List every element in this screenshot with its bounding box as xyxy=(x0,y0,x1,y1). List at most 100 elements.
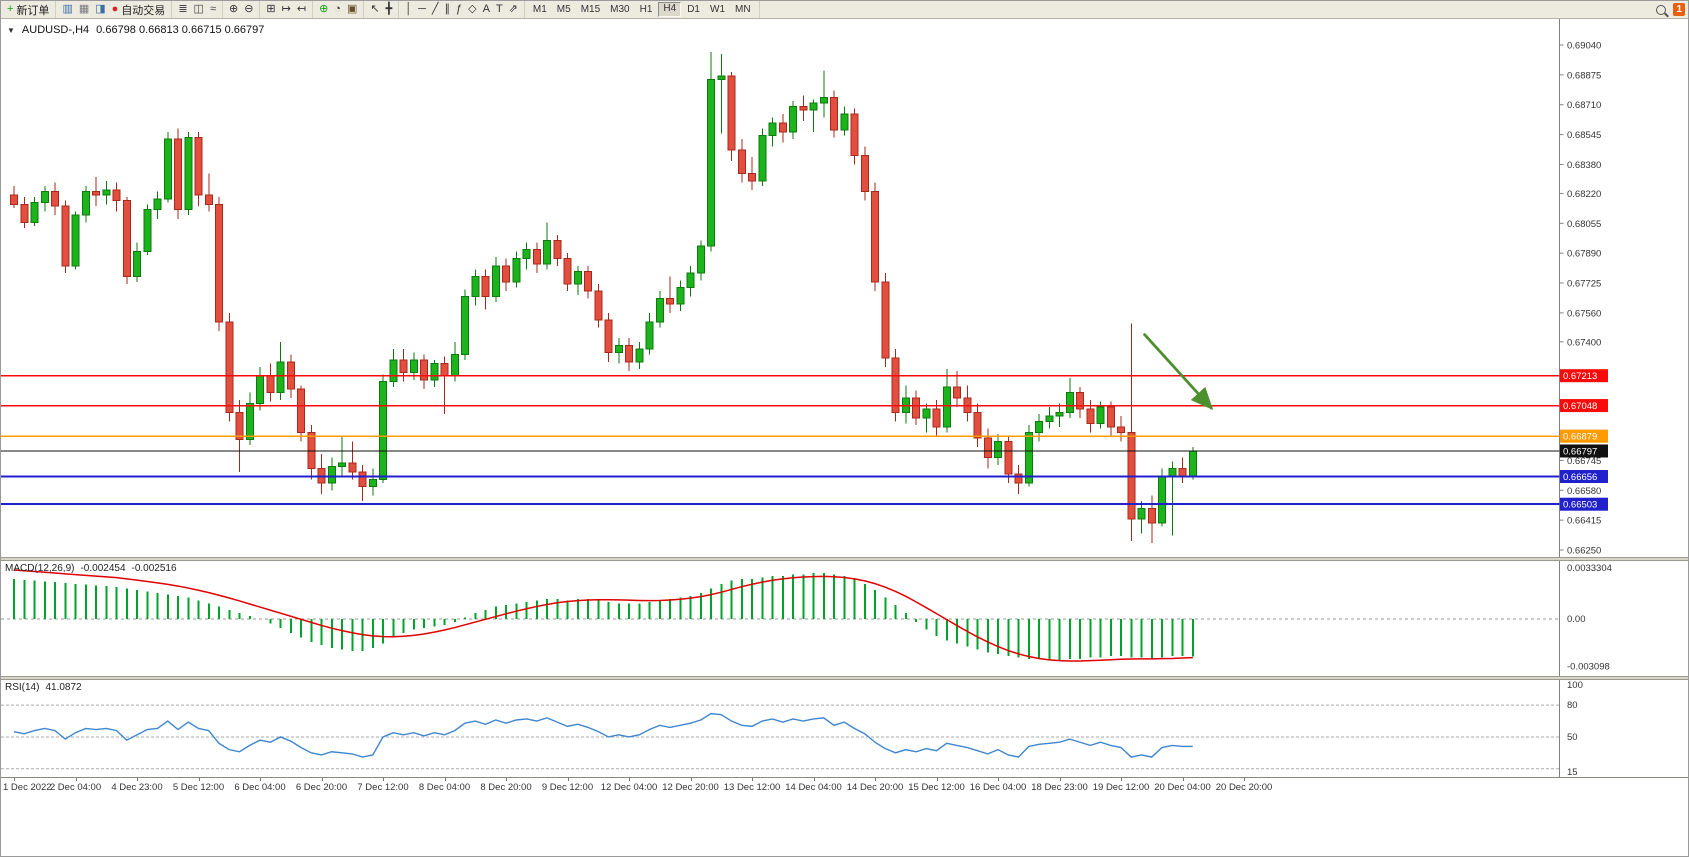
rsi-chart[interactable]: 100 80 50 15 xyxy=(1,680,1689,777)
auto-trading-icon: ● xyxy=(111,3,119,15)
timeframe-mn[interactable]: MN xyxy=(735,4,751,15)
new-order-button[interactable]: + 新订单 xyxy=(4,2,52,17)
svg-text:0.0033304: 0.0033304 xyxy=(1567,563,1612,574)
trendline-button[interactable]: ╱ xyxy=(429,2,442,17)
auto-trading-button[interactable]: ● 自动交易 xyxy=(109,2,169,17)
toolbar-group: │ ─ ╱ ∥ ƒ ◇ A T ⇗ xyxy=(399,1,525,18)
timeframe-m15[interactable]: M15 xyxy=(580,4,601,15)
arrows-button[interactable]: ⇗ xyxy=(506,2,521,17)
time-label: 19 Dec 12:00 xyxy=(1092,782,1150,793)
market-watch-icon: ◨ xyxy=(95,3,106,15)
timeframe-h4[interactable]: H4 xyxy=(658,2,682,17)
time-tick xyxy=(1059,778,1061,781)
text-button[interactable]: A xyxy=(480,2,493,17)
chart-shift-icon: ↤ xyxy=(296,3,307,15)
auto-scroll-button[interactable]: ↦ xyxy=(279,2,294,17)
time-tick xyxy=(936,778,938,781)
pane-divider[interactable] xyxy=(1,557,1688,561)
time-tick xyxy=(1244,778,1245,781)
periods-button[interactable]: ◔ xyxy=(331,2,344,17)
svg-text:0.68220: 0.68220 xyxy=(1567,189,1601,200)
time-tick xyxy=(813,778,815,781)
zoom-in-button[interactable]: ⊕ xyxy=(226,2,241,17)
fibonacci-button[interactable]: ƒ xyxy=(453,2,465,17)
timeframe-h1[interactable]: H1 xyxy=(639,4,653,15)
vertical-line-button[interactable]: │ xyxy=(402,2,415,17)
timeframe-w1[interactable]: W1 xyxy=(710,4,725,15)
chart-symbol-label: AUDUSD-,H4 xyxy=(21,24,90,36)
tile-windows-icon: ⊞ xyxy=(266,3,276,15)
macd-histogram xyxy=(13,573,1194,661)
time-label: 12 Dec 04:00 xyxy=(600,782,658,793)
auto-scroll-icon: ↦ xyxy=(281,3,291,15)
svg-text:0.69040: 0.69040 xyxy=(1567,41,1601,52)
price-badge xyxy=(1560,497,1608,511)
zoom-out-button[interactable]: ⊖ xyxy=(241,2,256,17)
time-label: 13 Dec 12:00 xyxy=(723,782,781,793)
svg-text:0.00: 0.00 xyxy=(1567,614,1586,625)
cursor-button[interactable]: ↖ xyxy=(367,2,382,17)
svg-text:0.66745: 0.66745 xyxy=(1567,456,1601,467)
svg-text:0.68055: 0.68055 xyxy=(1567,219,1601,230)
profiles-button[interactable]: ▦ xyxy=(76,2,92,17)
channel-button[interactable]: ∥ xyxy=(442,2,454,17)
timeframe-m5[interactable]: M5 xyxy=(556,4,571,15)
chart-ohlc-values: 0.66798 0.66813 0.66715 0.66797 xyxy=(96,24,265,36)
time-label: 8 Dec 20:00 xyxy=(480,782,532,793)
time-tick xyxy=(14,778,15,781)
time-axis[interactable]: 1 Dec 2022 2 Dec 04:00 4 Dec 23:00 5 Dec 12… xyxy=(1,777,1688,796)
horizontal-line-button[interactable]: ─ xyxy=(415,2,429,17)
candlestick-chart-button[interactable]: ◫ xyxy=(191,2,207,17)
text-label-button[interactable]: T xyxy=(493,2,506,17)
svg-text:-0.003098: -0.003098 xyxy=(1567,661,1610,672)
pane-divider[interactable] xyxy=(1,676,1688,680)
time-label: 6 Dec 04:00 xyxy=(234,782,286,793)
price-axis-labels: 0.69040 0.68875 0.68710 0.68545 0.68380 0.682… xyxy=(1559,41,1601,557)
new-order-button-label: 新订单 xyxy=(16,4,50,17)
macd-chart[interactable]: 0.0033304 0.00 -0.003098 xyxy=(1,561,1689,676)
search-icon[interactable] xyxy=(1656,4,1667,15)
svg-text:0.67890: 0.67890 xyxy=(1567,249,1601,260)
toolbar-group: + 新订单 xyxy=(1,1,57,18)
price-chart[interactable]: 0.69040 0.68875 0.68710 0.68545 0.68380 0.682… xyxy=(1,18,1689,557)
time-label: 12 Dec 20:00 xyxy=(662,782,719,793)
triangle-down-icon[interactable]: ▼ xyxy=(7,25,15,35)
tile-windows-button[interactable]: ⊞ xyxy=(263,2,278,17)
time-label: 20 Dec 20:00 xyxy=(1215,782,1273,793)
price-badge-label: 0.66879 xyxy=(1563,432,1597,443)
time-tick xyxy=(260,778,261,781)
price-badge-label: 0.66656 xyxy=(1563,472,1597,483)
shapes-button[interactable]: ◇ xyxy=(465,2,479,17)
time-label: 16 Dec 04:00 xyxy=(969,782,1027,793)
price-badge-label: 0.67048 xyxy=(1563,401,1597,412)
rsi-axis-labels: 100 80 50 15 xyxy=(1567,680,1583,777)
charts-window-button[interactable]: ▥ xyxy=(59,2,75,17)
arrow-icon: ⇗ xyxy=(508,3,518,15)
line-chart-button[interactable]: ≈ xyxy=(207,2,219,17)
templates-button[interactable]: ▣ xyxy=(344,2,360,17)
time-label: 7 Dec 12:00 xyxy=(357,782,409,793)
svg-text:100: 100 xyxy=(1567,680,1583,691)
price-badge-label: 0.66797 xyxy=(1563,446,1597,457)
time-tick xyxy=(752,778,753,781)
svg-text:0.66250: 0.66250 xyxy=(1567,546,1601,557)
indicators-button[interactable]: ⊕ xyxy=(316,2,331,17)
rsi-label: RSI(14) 41.0872 xyxy=(5,682,82,693)
time-label: 9 Dec 12:00 xyxy=(541,782,594,793)
time-label: 18 Dec 23:00 xyxy=(1031,782,1088,793)
crosshair-button[interactable]: ╋ xyxy=(383,2,396,17)
market-watch-button[interactable]: ◨ xyxy=(92,2,108,17)
time-label: 20 Dec 04:00 xyxy=(1154,782,1211,793)
bar-chart-button[interactable]: ≣ xyxy=(175,2,190,17)
toolbar: + 新订单 ▥ ▦ ◨ ● 自动交易 ≣ ◫ ≈ ⊕ ⊖ ⊞ ↦ ↤ ⊕ ◔ ▣ ↖ ╋ │ ─ ╱ ∥ ƒ ◇ A T ⇗ M1 M5 M1… xyxy=(1,1,1688,19)
bar-chart-icon: ≣ xyxy=(178,3,188,15)
timeframe-m1[interactable]: M1 xyxy=(532,4,547,15)
time-tick xyxy=(321,778,323,781)
chart-shift-button[interactable]: ↤ xyxy=(294,2,309,17)
timeframe-m30[interactable]: M30 xyxy=(610,4,630,15)
notification-badge[interactable]: 1 xyxy=(1673,3,1685,16)
drawn-arrow[interactable] xyxy=(1143,333,1214,410)
toolbar-group: ⊕ ⊖ xyxy=(223,1,261,18)
timeframe-d1[interactable]: D1 xyxy=(687,4,700,15)
